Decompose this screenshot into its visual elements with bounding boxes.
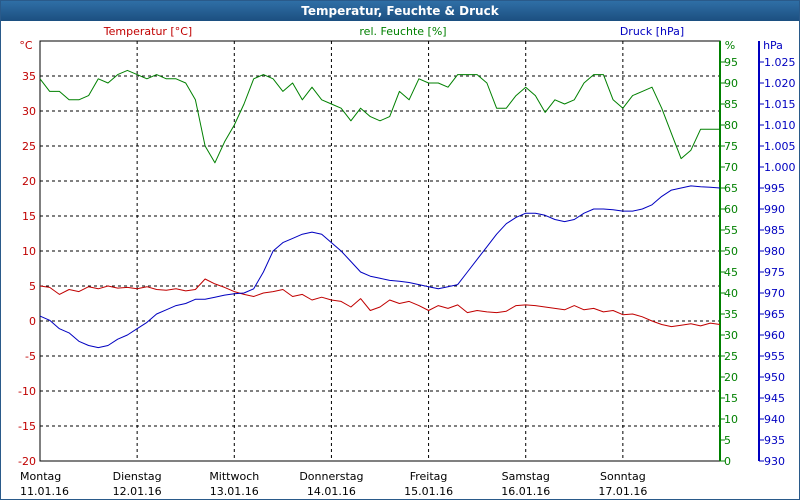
day-date-label: 11.01.16	[20, 485, 69, 498]
temperature-tick-label: 15	[22, 210, 36, 223]
pressure-tick-label: 1.010	[764, 119, 796, 132]
humidity-tick-label: 20	[724, 371, 738, 384]
pressure-tick-label: 950	[764, 371, 785, 384]
pressure-tick-label: 960	[764, 329, 785, 342]
humidity-tick-label: 60	[724, 203, 738, 216]
humidity-axis-label: rel. Feuchte [%]	[359, 25, 446, 38]
humidity-series-line	[39, 69, 720, 164]
pressure-tick-label: 980	[764, 245, 785, 258]
humidity-tick-label: 30	[724, 329, 738, 342]
day-date-label: 15.01.16	[404, 485, 453, 498]
humidity-tick-label: 80	[724, 119, 738, 132]
pressure-tick-label: 945	[764, 392, 785, 405]
humidity-tick-label: 40	[724, 287, 738, 300]
day-name-label: Sonntag	[600, 470, 646, 483]
pressure-tick-label: 1.015	[764, 98, 796, 111]
day-date-label: 12.01.16	[113, 485, 162, 498]
chart-title: Temperatur, Feuchte & Druck	[1, 1, 799, 21]
pressure-tick-label: 985	[764, 224, 785, 237]
humidity-tick-label: 65	[724, 182, 738, 195]
pressure-tick-label: 1.020	[764, 77, 796, 90]
humidity-axis-unit: %	[725, 39, 735, 52]
temperature-series-line	[39, 278, 721, 328]
day-name-label: Mittwoch	[209, 470, 259, 483]
pressure-tick-label: 1.005	[764, 140, 796, 153]
tick-labels: -20 -15 -10 -5 0 5 10 15 20 25 30 35 0 5 10 15 20 25 30 35 4…	[18, 56, 795, 468]
humidity-tick-label: 15	[724, 392, 738, 405]
temperature-tick-label: 35	[22, 70, 36, 83]
pressure-axis-label: Druck [hPa]	[620, 25, 684, 38]
pressure-tick-label: 955	[764, 350, 785, 363]
temperature-tick-label: -10	[18, 385, 36, 398]
temperature-tick-label: 5	[29, 280, 36, 293]
temperature-tick-label: -5	[25, 350, 36, 363]
pressure-tick-label: 1.000	[764, 161, 796, 174]
humidity-tick-label: 10	[724, 413, 738, 426]
pressure-series-line	[39, 185, 721, 349]
day-name-label: Freitag	[410, 470, 448, 483]
humidity-tick-label: 95	[724, 56, 738, 69]
humidity-tick-label: 25	[724, 350, 738, 363]
pressure-tick-label: 930	[764, 455, 785, 468]
temperature-tick-label: 0	[29, 315, 36, 328]
temperature-axis-label: Temperatur [°C]	[103, 25, 192, 38]
temperature-tick-label: 30	[22, 105, 36, 118]
day-name-label: Samstag	[502, 470, 550, 483]
pressure-tick-label: 995	[764, 182, 785, 195]
day-date-label: 13.01.16	[210, 485, 259, 498]
humidity-tick-label: 0	[724, 455, 731, 468]
temperature-tick-label: 20	[22, 175, 36, 188]
pressure-tick-label: 965	[764, 308, 785, 321]
humidity-tick-label: 70	[724, 161, 738, 174]
day-date-label: 14.01.16	[307, 485, 356, 498]
day-name-label: Donnerstag	[299, 470, 363, 483]
grid	[40, 41, 720, 461]
day-date-label: 16.01.16	[501, 485, 550, 498]
day-date-label: 17.01.16	[598, 485, 647, 498]
temperature-tick-label: -15	[18, 420, 36, 433]
day-name-label: Dienstag	[113, 470, 162, 483]
humidity-tick-label: 90	[724, 77, 738, 90]
pressure-tick-label: 935	[764, 434, 785, 447]
pressure-tick-label: 990	[764, 203, 785, 216]
humidity-tick-label: 35	[724, 308, 738, 321]
temperature-tick-label: -20	[18, 455, 36, 468]
humidity-tick-label: 85	[724, 98, 738, 111]
humidity-tick-label: 5	[724, 434, 731, 447]
humidity-tick-label: 75	[724, 140, 738, 153]
pressure-tick-label: 970	[764, 287, 785, 300]
humidity-tick-label: 55	[724, 224, 738, 237]
series-lines	[39, 69, 721, 349]
humidity-tick-label: 45	[724, 266, 738, 279]
pressure-tick-label: 975	[764, 266, 785, 279]
humidity-tick-label: 50	[724, 245, 738, 258]
temperature-tick-label: 25	[22, 140, 36, 153]
temperature-axis-unit: °C	[19, 39, 33, 52]
pressure-tick-label: 940	[764, 413, 785, 426]
temperature-tick-label: 10	[22, 245, 36, 258]
x-axis-labels: Montag 11.01.16 Dienstag 12.01.16 Mittwoch 13…	[20, 470, 647, 498]
day-name-label: Montag	[20, 470, 61, 483]
pressure-axis-unit: hPa	[763, 39, 783, 52]
pressure-tick-label: 1.025	[764, 56, 796, 69]
